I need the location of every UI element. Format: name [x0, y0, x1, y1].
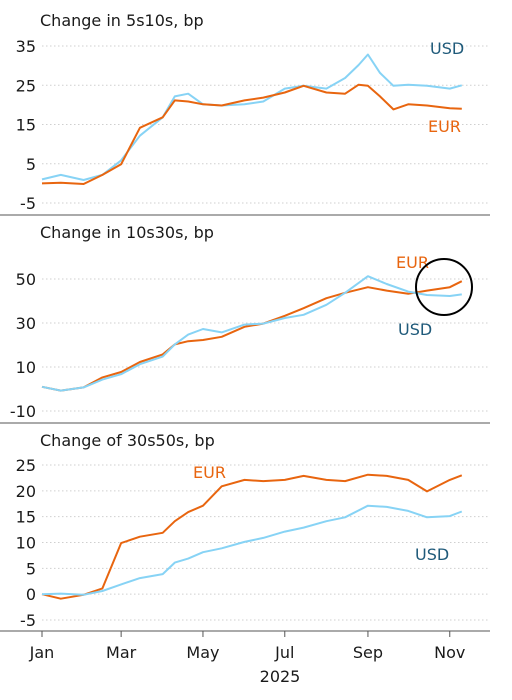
x-tick-label: Nov [434, 643, 465, 662]
y-tick-label: -5 [20, 611, 36, 630]
series-label-usd: USD [415, 545, 449, 564]
y-tick-label: 50 [16, 270, 36, 289]
series-line-usd [41, 53, 463, 181]
series-line-usd [41, 504, 463, 596]
x-tick-label: Jan [29, 643, 55, 662]
x-tick-label: Jul [274, 643, 294, 662]
series-label-usd: USD [398, 320, 432, 339]
panel-title: Change in 5s10s, bp [40, 11, 204, 30]
x-axis-label: 2025 [260, 667, 301, 686]
y-tick-label: 10 [16, 534, 36, 553]
y-tick-label: 25 [16, 76, 36, 95]
y-tick-label: 5 [26, 155, 36, 174]
y-tick-label: 5 [26, 559, 36, 578]
y-tick-label: 0 [26, 585, 36, 604]
y-tick-label: 20 [16, 482, 36, 501]
x-tick-label: May [186, 643, 219, 662]
series-label-usd: USD [430, 39, 464, 58]
y-tick-label: 15 [16, 116, 36, 135]
series-label-eur: EUR [428, 117, 461, 136]
y-tick-label: 15 [16, 508, 36, 527]
highlight-circle [415, 258, 473, 316]
x-tick-label: Sep [353, 643, 383, 662]
panel-2: Change in 10s30s, bp 50 30 10 -10 EUR USD [0, 223, 490, 424]
y-tick-label: 25 [16, 456, 36, 475]
series-line-eur [41, 280, 463, 392]
series-line-usd [41, 275, 462, 392]
series-label-eur: EUR [193, 463, 226, 482]
series-line-eur [41, 83, 462, 185]
y-tick-label: 35 [16, 37, 36, 56]
series-label-eur: EUR [396, 253, 429, 272]
y-tick-label: 10 [16, 358, 36, 377]
y-tick-label: 30 [16, 314, 36, 333]
y-tick-label: -5 [20, 194, 36, 213]
x-tick-label: Mar [106, 643, 137, 662]
panel-title: Change in 10s30s, bp [40, 223, 214, 242]
panel-title: Change of 30s50s, bp [40, 431, 215, 450]
series-line-eur [41, 473, 463, 600]
y-tick-label: -10 [10, 402, 36, 421]
